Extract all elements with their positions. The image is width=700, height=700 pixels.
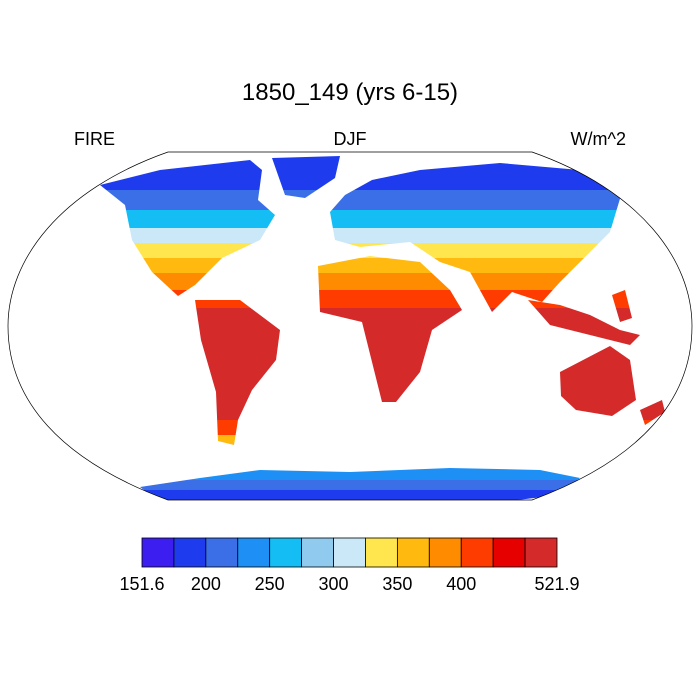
colorbar-label: 200 bbox=[191, 574, 221, 594]
colorbar-box bbox=[141, 537, 175, 568]
map-outline bbox=[7, 151, 693, 501]
colorbar-box bbox=[365, 537, 398, 568]
colorbar-box bbox=[205, 537, 239, 568]
field-band bbox=[100, 450, 665, 465]
left-label: FIRE bbox=[74, 129, 115, 149]
colorbar-label: 250 bbox=[255, 574, 285, 594]
colorbar-box bbox=[492, 537, 526, 568]
colorbar-label: 521.9 bbox=[534, 574, 579, 594]
colorbar-box bbox=[269, 537, 303, 568]
field-band bbox=[100, 156, 665, 190]
colorbar-box bbox=[524, 537, 558, 568]
field-band bbox=[100, 480, 665, 490]
field-band bbox=[100, 465, 665, 480]
map bbox=[100, 156, 665, 500]
field-band bbox=[100, 308, 665, 420]
right-label: W/m^2 bbox=[571, 129, 626, 149]
field-band bbox=[100, 290, 665, 308]
colorbar-box bbox=[428, 537, 462, 568]
land-field bbox=[100, 156, 665, 500]
colorbar: 151.6 200 250 300 350 400 521.9 bbox=[119, 537, 580, 594]
colorbar-label: 400 bbox=[446, 574, 476, 594]
field-band bbox=[100, 490, 665, 500]
colorbar-box bbox=[301, 537, 334, 568]
field-band bbox=[100, 258, 665, 273]
colorbar-label: 151.6 bbox=[119, 574, 164, 594]
field-band bbox=[100, 228, 665, 243]
colorbar-label: 350 bbox=[382, 574, 412, 594]
field-band bbox=[100, 190, 665, 210]
center-label: DJF bbox=[334, 129, 367, 149]
field-band bbox=[100, 435, 665, 450]
colorbar-box bbox=[333, 537, 366, 568]
colorbar-label: 300 bbox=[319, 574, 349, 594]
colorbar-box bbox=[237, 537, 271, 568]
field-band bbox=[100, 420, 665, 435]
field-band bbox=[100, 210, 665, 228]
field-band bbox=[100, 273, 665, 290]
colorbar-box bbox=[396, 537, 430, 568]
title: 1850_149 (yrs 6-15) bbox=[242, 79, 458, 106]
field-band bbox=[100, 243, 665, 258]
colorbar-box bbox=[460, 537, 494, 568]
colorbar-box bbox=[173, 537, 207, 568]
